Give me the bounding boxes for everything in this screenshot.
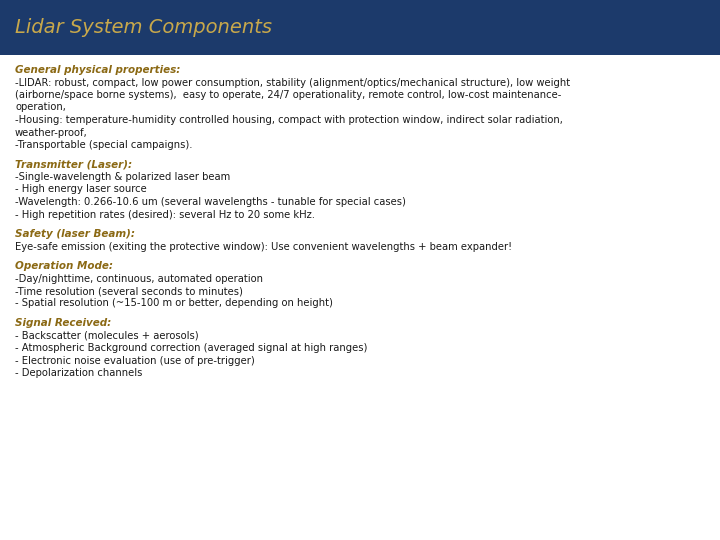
Text: - Atmospheric Background correction (averaged signal at high ranges): - Atmospheric Background correction (ave… (15, 343, 367, 353)
Text: Transmitter (Laser):: Transmitter (Laser): (15, 159, 132, 170)
Text: - Spatial resolution (~15-100 m or better, depending on height): - Spatial resolution (~15-100 m or bette… (15, 299, 333, 308)
Text: -LIDAR: robust, compact, low power consumption, stability (alignment/optics/mech: -LIDAR: robust, compact, low power consu… (15, 78, 570, 87)
Text: - Electronic noise evaluation (use of pre-trigger): - Electronic noise evaluation (use of pr… (15, 355, 255, 366)
Bar (0, 0, 720, 55)
Text: Operation Mode:: Operation Mode: (15, 261, 113, 271)
Text: weather-proof,: weather-proof, (15, 127, 88, 138)
Text: -Day/nighttime, continuous, automated operation: -Day/nighttime, continuous, automated op… (15, 273, 263, 284)
Text: -Transportable (special campaigns).: -Transportable (special campaigns). (15, 140, 192, 150)
Text: -Time resolution (several seconds to minutes): -Time resolution (several seconds to min… (15, 286, 243, 296)
Text: -Wavelength: 0.266-10.6 um (several wavelengths - tunable for special cases): -Wavelength: 0.266-10.6 um (several wave… (15, 197, 406, 207)
Text: - High repetition rates (desired): several Hz to 20 some kHz.: - High repetition rates (desired): sever… (15, 210, 315, 219)
Text: Lidar System Components: Lidar System Components (15, 18, 272, 37)
Text: operation,: operation, (15, 103, 66, 112)
Text: Safety (laser Beam):: Safety (laser Beam): (15, 229, 135, 239)
Text: - Backscatter (molecules + aerosols): - Backscatter (molecules + aerosols) (15, 330, 199, 341)
Text: -Housing: temperature-humidity controlled housing, compact with protection windo: -Housing: temperature-humidity controlle… (15, 115, 563, 125)
Text: - High energy laser source: - High energy laser source (15, 185, 147, 194)
Text: -Single-wavelength & polarized laser beam: -Single-wavelength & polarized laser bea… (15, 172, 230, 182)
Text: (airborne/space borne systems),  easy to operate, 24/7 operationality, remote co: (airborne/space borne systems), easy to … (15, 90, 562, 100)
Text: - Depolarization channels: - Depolarization channels (15, 368, 143, 378)
Text: General physical properties:: General physical properties: (15, 65, 181, 75)
Text: Signal Received:: Signal Received: (15, 318, 112, 328)
Text: Eye-safe emission (exiting the protective window): Use convenient wavelengths + : Eye-safe emission (exiting the protectiv… (15, 241, 512, 252)
